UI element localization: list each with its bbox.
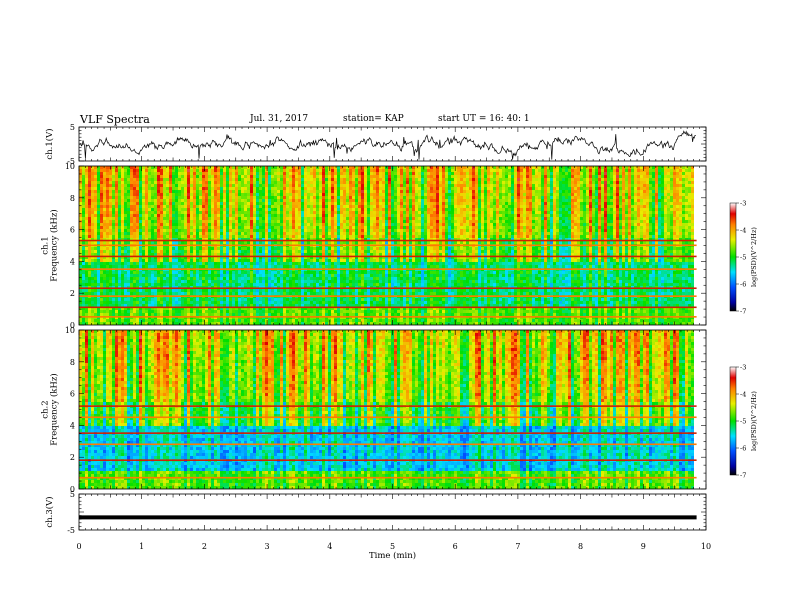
- band-line: [79, 306, 697, 309]
- band-line: [79, 255, 697, 258]
- band-line: [79, 295, 697, 297]
- panel-frame: [78, 493, 707, 531]
- colorbar-tick-label: -5: [740, 418, 746, 426]
- colorbar-ch1: [729, 202, 737, 312]
- band-line: [79, 459, 697, 461]
- y-tick-label: 8: [70, 358, 75, 367]
- colorbar-label: log(PSD)(V^2/Hz): [750, 391, 758, 451]
- y-axis-label: Frequency (kHz): [49, 373, 60, 445]
- colorbar-tick-label: -4: [740, 227, 746, 235]
- band-line: [79, 244, 697, 247]
- spectrogram-image-ch1: [79, 166, 697, 325]
- y-tick-label: 2: [70, 453, 75, 462]
- colorbar-tick-label: -5: [740, 254, 746, 262]
- y-axis-label: ch.1: [41, 236, 51, 254]
- band-line: [79, 416, 697, 419]
- band-line: [79, 239, 697, 242]
- colorbar-tick-label: -6: [740, 281, 746, 289]
- band-line: [79, 268, 697, 270]
- y-tick-label: 2: [70, 289, 75, 298]
- spectrogram-image-ch2: [79, 330, 697, 489]
- y-axis-label: ch.1(V): [44, 128, 55, 159]
- y-tick-label: 0: [70, 321, 75, 330]
- x-tick-label: 1: [139, 542, 144, 551]
- y-tick-label: 6: [70, 390, 75, 399]
- y-tick-label: 10: [65, 162, 75, 171]
- x-tick-label: 9: [641, 542, 646, 551]
- y-tick-label: 4: [70, 421, 75, 430]
- colorbar-ch2: [729, 366, 737, 476]
- x-tick-label: 3: [265, 542, 270, 551]
- x-tick-label: 6: [453, 542, 458, 551]
- y-tick-label: -5: [67, 526, 75, 535]
- band-line: [79, 476, 697, 479]
- date-label: Jul. 31, 2017: [250, 114, 308, 124]
- y-tick-label: 4: [70, 257, 75, 266]
- y-axis-label: ch.3(V): [44, 496, 55, 527]
- y-tick-label: 0: [70, 485, 75, 494]
- band-line: [79, 443, 697, 446]
- colorbar-tick-label: -4: [740, 391, 746, 399]
- station-label: station= KAP: [343, 114, 404, 124]
- band-line: [79, 287, 697, 290]
- x-tick-label: 10: [701, 542, 711, 551]
- y-tick-label: 5: [70, 490, 75, 499]
- y-tick-label: 10: [65, 326, 75, 335]
- x-tick-label: 2: [202, 542, 207, 551]
- x-tick-label: 5: [390, 542, 395, 551]
- y-axis-label: Frequency (kHz): [49, 209, 60, 281]
- band-line: [79, 405, 697, 407]
- colorbar-tick-label: -3: [740, 200, 746, 208]
- colorbar-tick-label: -7: [740, 472, 746, 480]
- band-line: [79, 432, 697, 434]
- panel-frame: [78, 126, 707, 162]
- colorbar-tick-label: -7: [740, 308, 746, 316]
- band-line: [79, 316, 697, 318]
- y-tick-label: 6: [70, 226, 75, 235]
- x-tick-label: 4: [327, 542, 332, 551]
- start-time-label: start UT = 16: 40: 1: [438, 114, 530, 124]
- y-axis-label: ch.2: [41, 400, 51, 418]
- ch1-waveform-line: [78, 130, 696, 160]
- x-tick-label: 0: [76, 542, 81, 551]
- x-tick-label: 8: [578, 542, 583, 551]
- x-axis-label: Time (min): [369, 550, 416, 561]
- y-tick-label: -5: [67, 157, 75, 166]
- chart-title: VLF Spectra: [80, 113, 150, 126]
- y-tick-label: 5: [70, 123, 75, 132]
- colorbar-tick-label: -3: [740, 364, 746, 372]
- y-tick-label: 8: [70, 194, 75, 203]
- x-tick-label: 7: [515, 542, 520, 551]
- colorbar-tick-label: -6: [740, 445, 746, 453]
- colorbar-label: log(PSD)(V^2/Hz): [750, 227, 758, 287]
